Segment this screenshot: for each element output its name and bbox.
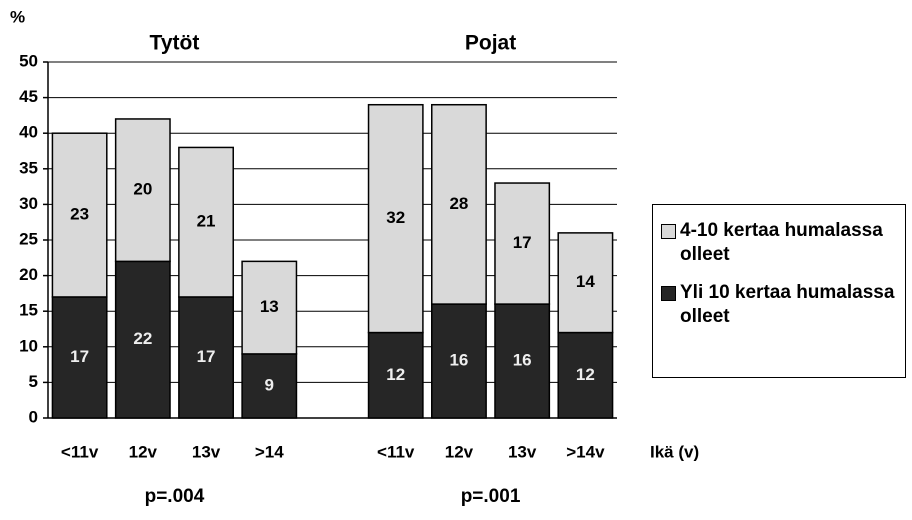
x-tick-label: >14v xyxy=(566,442,605,461)
y-tick-label: 20 xyxy=(19,265,38,284)
legend-swatch xyxy=(661,224,676,239)
bar-segment xyxy=(114,118,171,263)
y-tick-label: 10 xyxy=(19,336,38,355)
x-tick-label: <11v xyxy=(377,442,415,461)
data-label: 23 xyxy=(70,205,89,224)
bar-segment xyxy=(557,232,614,334)
x-axis-label: Ikä (v) xyxy=(650,442,699,461)
legend-entry: Yli 10 kertaa humalassa olleet xyxy=(661,281,899,329)
y-axis-label: % xyxy=(10,7,25,26)
data-label: 9 xyxy=(265,375,274,394)
legend-swatch xyxy=(661,286,676,301)
bar-segment xyxy=(367,331,424,419)
data-label: 17 xyxy=(197,347,216,366)
x-tick-label: >14 xyxy=(255,442,284,461)
data-label: 32 xyxy=(386,208,405,227)
x-tick-label: <11v xyxy=(61,442,99,461)
data-label: 16 xyxy=(513,351,532,370)
p-value: p=.001 xyxy=(461,486,521,507)
data-label: 14 xyxy=(576,272,595,291)
x-tick-label: 13v xyxy=(508,442,537,461)
data-label: 21 xyxy=(197,212,216,231)
data-label: 12 xyxy=(386,365,405,384)
x-tick-label: 12v xyxy=(129,442,158,461)
y-tick-label: 0 xyxy=(29,407,38,426)
y-tick-label: 25 xyxy=(19,229,38,248)
y-tick-label: 15 xyxy=(19,301,38,320)
bar-segment xyxy=(367,103,424,334)
data-label: 16 xyxy=(449,351,468,370)
data-label: 13 xyxy=(260,297,279,316)
x-tick-label: 13v xyxy=(192,442,221,461)
legend-entry: 4-10 kertaa humalassa olleet xyxy=(661,219,899,267)
data-label: 28 xyxy=(449,194,468,213)
y-tick-label: 5 xyxy=(29,372,38,391)
y-tick-label: 50 xyxy=(19,51,38,70)
group-title: Pojat xyxy=(465,32,516,55)
data-label: 20 xyxy=(133,180,152,199)
data-label: 22 xyxy=(133,329,152,348)
legend-label: 4-10 kertaa humalassa olleet xyxy=(680,220,883,265)
bar-segment xyxy=(51,296,108,419)
bar-segment xyxy=(178,146,234,298)
legend: 4-10 kertaa humalassa olleet Yli 10 kerta… xyxy=(652,204,906,378)
bar-segment xyxy=(494,182,551,305)
bar-segment xyxy=(557,331,614,419)
bar-segment xyxy=(431,103,487,305)
data-label: 17 xyxy=(513,233,532,252)
y-tick-label: 30 xyxy=(19,194,38,213)
bar-segment xyxy=(241,260,298,355)
y-tick-label: 40 xyxy=(19,123,38,142)
y-tick-label: 45 xyxy=(19,87,38,106)
data-label: 17 xyxy=(70,347,89,366)
bar-segment xyxy=(241,353,298,419)
y-tick-label: 35 xyxy=(19,158,38,177)
bar-segment xyxy=(51,132,108,298)
bar-segment xyxy=(431,303,487,419)
group-title: Tytöt xyxy=(150,32,200,55)
p-value: p=.004 xyxy=(145,486,205,507)
legend-label: Yli 10 kertaa humalassa olleet xyxy=(680,282,895,327)
data-label: 12 xyxy=(576,365,595,384)
bar-segment xyxy=(114,260,171,419)
bar-segment xyxy=(178,296,234,419)
x-tick-label: 12v xyxy=(445,442,474,461)
